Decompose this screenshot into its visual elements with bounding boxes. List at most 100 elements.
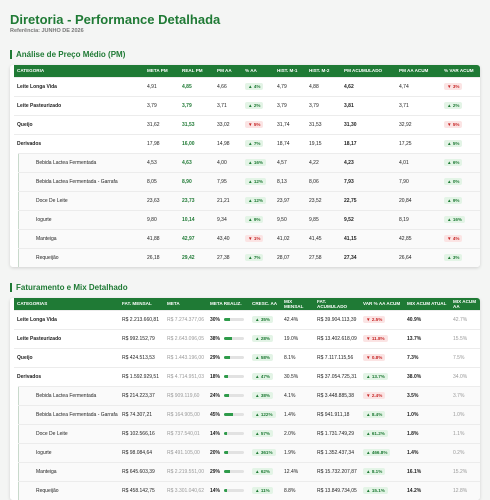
progress-fill (224, 469, 230, 473)
cell: ▲ 122% (249, 404, 281, 424)
cell: ▲ 7% (242, 247, 274, 267)
table-row: Manteiga 41,88 42,97 43,40 ▼ 1% 41,02 41,45 41,… (10, 228, 480, 248)
cell: 45% (207, 404, 249, 424)
column-header: META PM (144, 65, 179, 77)
cell: 4,74 (396, 76, 441, 96)
cell: 4,63 (179, 152, 214, 172)
progress-bar (224, 355, 245, 359)
cell: R$ 941.911,18 (314, 404, 360, 424)
cell: 12.8% (450, 480, 480, 500)
trend-badge: ▲ 0% (444, 178, 463, 185)
table-row: Bebida Lactea Fermentada - Garrafa R$ 74.… (10, 404, 480, 424)
table-row: Leite Pasteurizado 3,79 3,79 3,71 ▲ 2% 3,79 3,… (14, 95, 480, 115)
cell: ▼ 2.4% (360, 385, 404, 405)
cell: ▲ 8.4% (360, 404, 404, 424)
cell: ▲ 2% (242, 95, 274, 115)
cell: 15.5% (450, 328, 480, 348)
trend-badge: ▲ 466.8% (363, 449, 391, 456)
table-head: CATEGORIA META PM REAL PM PM AA% AA HIST. M-… (14, 65, 480, 77)
progress-bar (224, 393, 245, 397)
cell: 1.4% (404, 442, 450, 462)
cell: R$ 491.105,00 (164, 442, 207, 462)
trend-badge: ▲ 361% (252, 449, 276, 456)
cell: ▲ 61.2% (360, 423, 404, 443)
cell: Derivados (14, 133, 144, 153)
cell: 8.1% (281, 347, 314, 367)
trend-badge: ▲ 9% (444, 197, 463, 204)
cell: 1.0% (450, 404, 480, 424)
cell: 29% (207, 347, 249, 367)
cell: 4.1% (281, 385, 314, 405)
progress-bar (224, 336, 245, 340)
table-row: Doce De Leite 23,63 23,73 21,21 ▲ 12% 23,97 23… (10, 190, 480, 210)
cell: 42,97 (179, 228, 214, 248)
column-header: FAT. MENSAL (119, 298, 164, 310)
cell: 41,88 (144, 228, 179, 248)
cell: ▲ 12% (242, 171, 274, 191)
cell: R$ 3.448.885,38 (314, 385, 360, 405)
cell: R$ 74.307,21 (119, 404, 164, 424)
trend-badge: ▼ 11.8% (363, 335, 388, 342)
cell: 0.2% (450, 442, 480, 462)
trend-badge: ▲ 12% (245, 197, 267, 204)
percent-label: 29% (210, 468, 221, 475)
cell: ▲ 57% (249, 423, 281, 443)
cell: R$ 102.566,16 (119, 423, 164, 443)
progress-bar (224, 488, 245, 492)
table-row: Leite Pasteurizado R$ 992.152,79 R$ 2.643.… (14, 328, 480, 348)
table-card: CATEGORIA META PM REAL PM PM AA% AA HIST. M-… (10, 65, 480, 267)
trend-badge: ▲ 8.4% (363, 411, 386, 418)
cell: 42.4% (281, 309, 314, 329)
cell: 4,85 (179, 76, 214, 96)
table-row: Leite Longa Vida 4,91 4,85 4,66 ▲ 4% 4,79 4,88… (14, 76, 480, 96)
trend-badge: ▲ 7% (245, 254, 264, 262)
trend-badge: ▼ 4% (444, 235, 463, 242)
trend-badge: ▲ 5% (444, 140, 463, 147)
cell: 30% (207, 309, 249, 329)
section: Análise de Preço Médio (PM) CATEGORIA META… (10, 50, 480, 267)
cell: ▲ 16% (441, 209, 480, 229)
trend-badge: ▲ 6% (444, 159, 463, 166)
cell: 18% (207, 366, 249, 386)
column-header: PM AA (214, 65, 242, 77)
column-header: VAR % AA ACUM (360, 298, 404, 310)
percent-label: 20% (210, 449, 221, 456)
cell: Leite Pasteurizado (14, 328, 119, 348)
trend-badge: ▼ 5% (444, 121, 463, 128)
cell: 7,95 (214, 171, 242, 191)
cell: 38.0% (404, 366, 450, 386)
cell: 24% (207, 385, 249, 405)
cell: Bebida Lactea Fermentada (10, 152, 144, 172)
column-header: FAT. ACUMULADO (314, 298, 360, 310)
table-row: Iogurte R$ 98.084,64 R$ 491.105,00 20% ▲ 361… (10, 442, 480, 462)
cell: R$ 2.213.660,81 (119, 309, 164, 329)
cell: 4,79 (274, 76, 306, 96)
cell: ▲ 16% (242, 152, 274, 172)
cell: 32,92 (396, 114, 441, 134)
column-header: CRESC. AA (249, 298, 281, 310)
cell: 8,06 (306, 171, 341, 191)
trend-badge: ▼ 0.8% (363, 354, 386, 361)
cell: Leite Pasteurizado (14, 95, 144, 115)
trend-badge: ▲ 12% (245, 178, 267, 185)
cell: Derivados (14, 366, 119, 386)
cell: 4,22 (306, 152, 341, 172)
cell: 3,81 (341, 95, 396, 115)
cell: 17,25 (396, 133, 441, 153)
cell: Iogurte (10, 209, 144, 229)
cell: 23,63 (144, 190, 179, 210)
table-body: Leite Longa Vida 4,91 4,85 4,66 ▲ 4% 4,79 4,88… (10, 76, 480, 267)
cell: 40.9% (404, 309, 450, 329)
cell: 23,73 (179, 190, 214, 210)
cell: 42,85 (396, 228, 441, 248)
column-header: MIX ACUM AA (450, 298, 480, 310)
cell: 30.5% (281, 366, 314, 386)
sections: Análise de Preço Médio (PM) CATEGORIA META… (10, 50, 480, 500)
cell: 34.0% (450, 366, 480, 386)
column-header: MIX ACUM ATUAL (404, 298, 450, 310)
trend-badge: ▼ 2.4% (363, 392, 386, 399)
section: Faturamento e Mix Detalhado CATEGORIAS FAT… (10, 283, 480, 500)
cell: 42.7% (450, 309, 480, 329)
cell: ▼ 1% (242, 228, 274, 248)
cell: 9,50 (274, 209, 306, 229)
